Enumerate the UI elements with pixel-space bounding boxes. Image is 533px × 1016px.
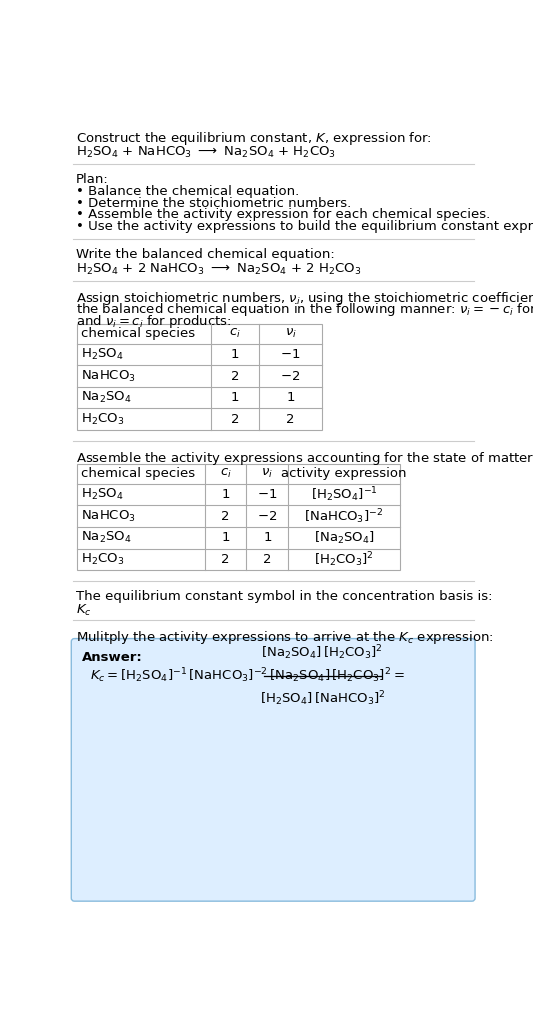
Text: $[\mathrm{H_2SO_4}]^{-1}$: $[\mathrm{H_2SO_4}]^{-1}$ [311,486,377,504]
Text: 2: 2 [221,553,230,566]
Text: • Balance the chemical equation.: • Balance the chemical equation. [76,185,299,198]
Text: $-2$: $-2$ [280,370,301,382]
Bar [77,324,322,430]
Text: Write the balanced chemical equation:: Write the balanced chemical equation: [76,248,335,261]
Text: $\mathrm{H_2SO_4}$ + $\mathrm{NaHCO_3}$ $\longrightarrow$ $\mathrm{Na_2SO_4}$ + : $\mathrm{H_2SO_4}$ + $\mathrm{NaHCO_3}$ … [76,145,336,161]
Text: $\nu_i$: $\nu_i$ [285,327,296,340]
Text: $[\mathrm{Na_2SO_4}]\,[\mathrm{H_2CO_3}]^2$: $[\mathrm{Na_2SO_4}]\,[\mathrm{H_2CO_3}]… [262,643,383,661]
Text: 2: 2 [286,412,295,426]
Text: $\mathrm{H_2CO_3}$: $\mathrm{H_2CO_3}$ [80,411,124,427]
Text: 2: 2 [231,370,239,382]
Text: 1: 1 [221,531,230,545]
Text: $c_i$: $c_i$ [229,327,241,340]
Text: 1: 1 [263,531,272,545]
Text: Construct the equilibrium constant, $K$, expression for:: Construct the equilibrium constant, $K$,… [76,130,432,146]
Text: $K_c$: $K_c$ [76,604,92,619]
Text: $\mathrm{Na_2SO_4}$: $\mathrm{Na_2SO_4}$ [80,390,131,405]
Text: 2: 2 [263,553,272,566]
Text: • Determine the stoichiometric numbers.: • Determine the stoichiometric numbers. [76,197,351,209]
Text: Answer:: Answer: [82,651,143,663]
Text: $-2$: $-2$ [257,510,278,522]
Text: $\mathrm{H_2SO_4}$: $\mathrm{H_2SO_4}$ [80,487,123,502]
Text: 2: 2 [231,412,239,426]
Text: Mulitply the activity expressions to arrive at the $K_c$ expression:: Mulitply the activity expressions to arr… [76,629,494,646]
Text: $[\mathrm{H_2SO_4}]\,[\mathrm{NaHCO_3}]^2$: $[\mathrm{H_2SO_4}]\,[\mathrm{NaHCO_3}]^… [260,690,385,708]
Text: Assign stoichiometric numbers, $\nu_i$, using the stoichiometric coefficients, $: Assign stoichiometric numbers, $\nu_i$, … [76,290,533,307]
Text: 1: 1 [231,347,239,361]
Text: Plan:: Plan: [76,173,109,186]
Text: activity expression: activity expression [281,467,407,481]
Text: $-1$: $-1$ [280,347,301,361]
Text: Assemble the activity expressions accounting for the state of matter and $\nu_i$: Assemble the activity expressions accoun… [76,450,533,467]
Text: $\mathrm{NaHCO_3}$: $\mathrm{NaHCO_3}$ [80,369,135,384]
Text: $\mathrm{Na_2SO_4}$: $\mathrm{Na_2SO_4}$ [80,530,131,546]
Text: $[\mathrm{Na_2SO_4}]$: $[\mathrm{Na_2SO_4}]$ [313,529,375,546]
Text: the balanced chemical equation in the following manner: $\nu_i = -c_i$ for react: the balanced chemical equation in the fo… [76,302,533,318]
Text: 1: 1 [231,391,239,404]
Text: • Use the activity expressions to build the equilibrium constant expression.: • Use the activity expressions to build … [76,219,533,233]
Text: $c_i$: $c_i$ [220,467,231,481]
Text: The equilibrium constant symbol in the concentration basis is:: The equilibrium constant symbol in the c… [76,590,492,604]
Text: $\mathrm{H_2CO_3}$: $\mathrm{H_2CO_3}$ [80,552,124,567]
Text: chemical species: chemical species [80,467,195,481]
FancyBboxPatch shape [71,639,475,901]
Text: $-1$: $-1$ [257,488,278,501]
Text: chemical species: chemical species [80,327,195,340]
Text: $\mathrm{NaHCO_3}$: $\mathrm{NaHCO_3}$ [80,509,135,523]
Text: $\mathrm{H_2SO_4}$ + 2 $\mathrm{NaHCO_3}$ $\longrightarrow$ $\mathrm{Na_2SO_4}$ : $\mathrm{H_2SO_4}$ + 2 $\mathrm{NaHCO_3}… [76,262,361,277]
Text: $K_c = [\mathrm{H_2SO_4}]^{-1}\,[\mathrm{NaHCO_3}]^{-2}\,[\mathrm{Na_2SO_4}]\,[\: $K_c = [\mathrm{H_2SO_4}]^{-1}\,[\mathrm… [90,666,405,685]
Text: $\mathrm{H_2SO_4}$: $\mathrm{H_2SO_4}$ [80,346,123,362]
Text: 1: 1 [221,488,230,501]
Text: • Assemble the activity expression for each chemical species.: • Assemble the activity expression for e… [76,208,490,221]
Text: $\nu_i$: $\nu_i$ [261,467,273,481]
Text: 1: 1 [286,391,295,404]
Bar [77,463,400,570]
Text: $[\mathrm{NaHCO_3}]^{-2}$: $[\mathrm{NaHCO_3}]^{-2}$ [304,507,384,525]
Text: 2: 2 [221,510,230,522]
Text: $[\mathrm{H_2CO_3}]^2$: $[\mathrm{H_2CO_3}]^2$ [314,550,374,569]
Text: and $\nu_i = c_i$ for products:: and $\nu_i = c_i$ for products: [76,313,231,330]
